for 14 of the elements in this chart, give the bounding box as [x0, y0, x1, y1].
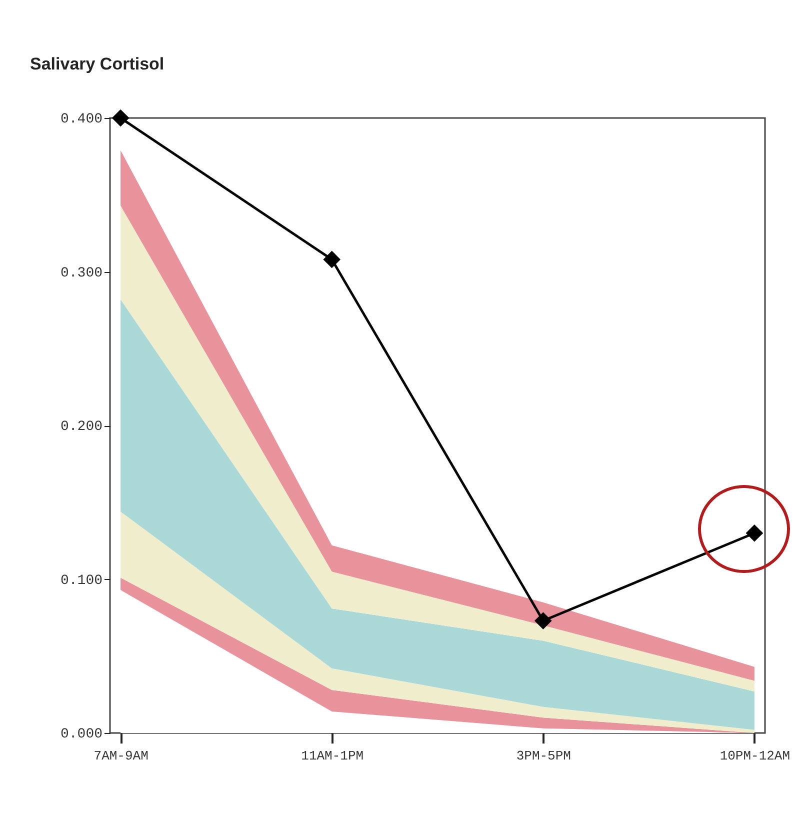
chart-title: Salivary Cortisol: [30, 54, 164, 74]
x-tick-label: 7AM-9AM: [94, 748, 148, 764]
x-tick-label: 11AM-1PM: [301, 748, 364, 764]
x-tick-label: 3PM-5PM: [516, 748, 571, 764]
point: [112, 109, 130, 127]
point: [534, 612, 552, 630]
y-tick-label: 0.100: [60, 572, 102, 589]
x-tick-label: 10PM-12AM: [720, 748, 790, 764]
y-tick-label: 0.000: [60, 726, 102, 742]
y-tick-label: 0.300: [60, 265, 102, 282]
y-tick-label: 0.200: [60, 419, 102, 435]
point: [323, 250, 341, 268]
point: [746, 524, 764, 542]
y-tick-label: 0.400: [60, 112, 102, 128]
